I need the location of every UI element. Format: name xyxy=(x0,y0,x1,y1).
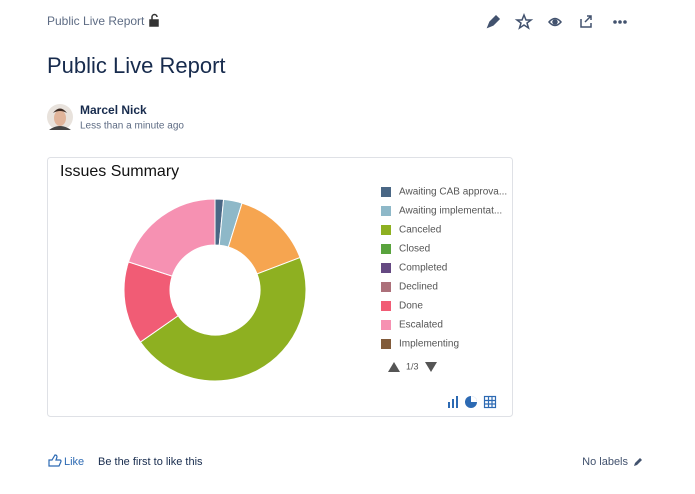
legend-swatch xyxy=(381,206,391,216)
breadcrumb[interactable]: Public Live Report xyxy=(47,14,145,28)
page-title: Public Live Report xyxy=(47,53,226,78)
watch-icon[interactable] xyxy=(548,17,562,27)
legend-label[interactable]: Declined xyxy=(399,282,438,293)
legend-swatch xyxy=(381,263,391,273)
view-switcher xyxy=(448,395,497,409)
author-name[interactable]: Marcel Nick xyxy=(80,103,147,117)
donut xyxy=(123,198,307,382)
legend-label[interactable]: Canceled xyxy=(399,225,441,236)
legend: Awaiting CAB approva... Awaiting implemen… xyxy=(381,187,507,350)
slice xyxy=(139,256,307,382)
labels-note: No labels xyxy=(582,456,628,468)
like-icon[interactable] xyxy=(48,454,62,467)
legend-next[interactable] xyxy=(425,362,437,372)
table-view[interactable] xyxy=(483,395,497,409)
avatar xyxy=(47,104,73,130)
edit-labels-icon[interactable] xyxy=(634,458,642,466)
legend-label[interactable]: Awaiting CAB approva... xyxy=(399,187,507,198)
legend-label[interactable]: Done xyxy=(399,301,423,312)
legend-swatch xyxy=(381,339,391,349)
slice xyxy=(127,198,216,277)
like-note: Be the first to like this xyxy=(98,456,203,468)
legend-label[interactable]: Escalated xyxy=(399,320,443,331)
legend-swatch xyxy=(381,187,391,197)
toolbar xyxy=(486,12,627,30)
timestamp: Less than a minute ago xyxy=(80,121,184,132)
legend-prev[interactable] xyxy=(388,362,400,372)
legend-swatch xyxy=(381,282,391,292)
edit-icon[interactable] xyxy=(486,14,501,29)
lock-icon xyxy=(149,13,159,27)
bar-view[interactable] xyxy=(448,396,458,408)
chart-title: Issues Summary xyxy=(60,163,179,180)
share-icon[interactable] xyxy=(580,15,592,28)
legend-label[interactable]: Completed xyxy=(399,263,447,274)
more-icon[interactable] xyxy=(613,20,627,24)
legend-swatch xyxy=(381,244,391,254)
legend-label[interactable]: Implementing xyxy=(399,339,459,350)
legend-swatch xyxy=(381,301,391,311)
star-icon[interactable] xyxy=(514,12,534,30)
legend-label[interactable]: Closed xyxy=(399,244,430,255)
like-link[interactable]: Like xyxy=(64,456,84,468)
legend-swatch xyxy=(381,225,391,235)
legend-swatch xyxy=(381,320,391,330)
legend-page: 1/3 xyxy=(406,361,419,371)
legend-label[interactable]: Awaiting implementat... xyxy=(399,206,502,217)
pie-view[interactable] xyxy=(465,396,477,408)
